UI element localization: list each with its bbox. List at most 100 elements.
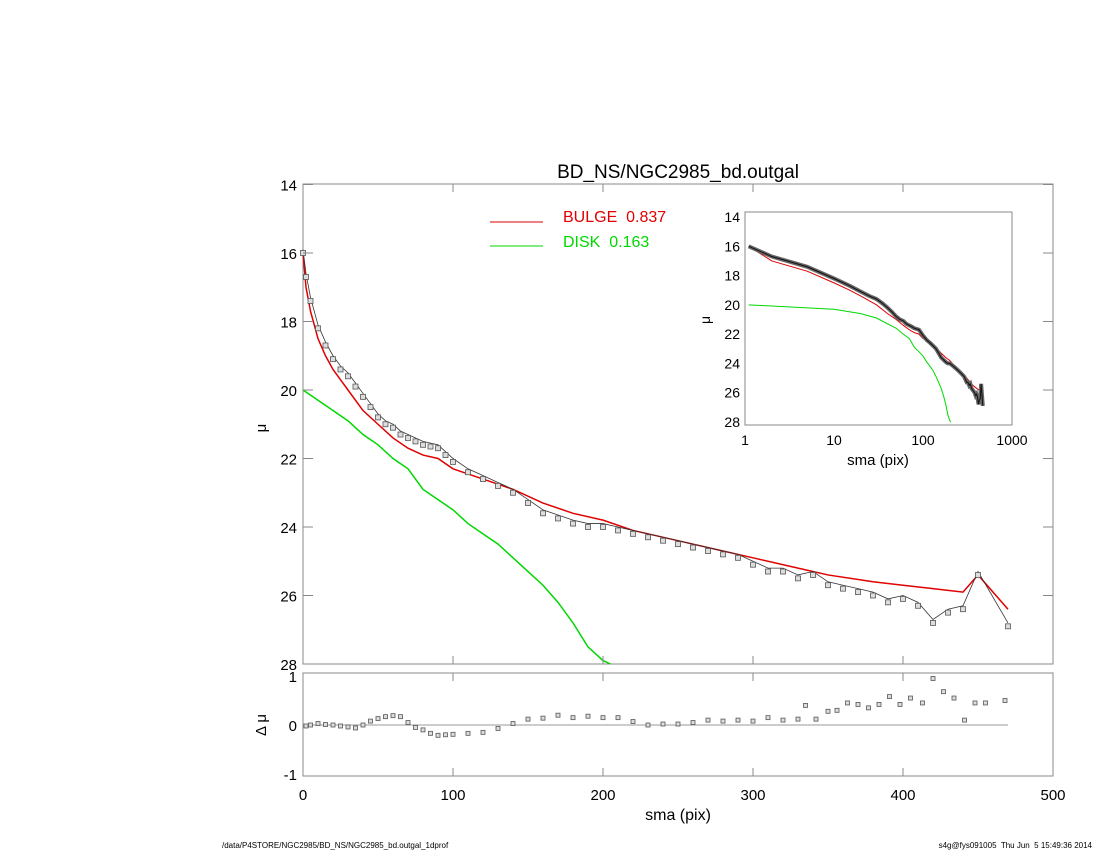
- observed-point: [675, 541, 681, 548]
- residual-point: [540, 715, 546, 721]
- inset-y-tick-label: 28: [724, 414, 740, 430]
- residual-point: [920, 700, 925, 706]
- observed-point: [720, 551, 726, 558]
- observed-point: [870, 592, 876, 599]
- residual-point: [368, 718, 373, 724]
- residual-point: [795, 716, 801, 722]
- observed-point: [345, 373, 351, 380]
- main-panel-frame: [302, 183, 1054, 665]
- observed-point: [352, 383, 359, 390]
- observed-point: [915, 602, 921, 609]
- residual-point: [690, 720, 696, 725]
- observed-point: [303, 274, 309, 280]
- observed-point: [435, 445, 441, 452]
- residual-point: [420, 727, 426, 733]
- residual-point: [813, 716, 819, 722]
- model-total-line: [302, 249, 1009, 624]
- residual-point: [735, 717, 741, 723]
- observed-point: [795, 575, 801, 582]
- residual-point: [983, 700, 988, 706]
- footer-stamp: s4g@fys091005 Thu Jun 5 15:49:36 2014: [938, 841, 1092, 850]
- residual-point: [338, 723, 343, 729]
- residual-point: [323, 722, 328, 727]
- main-y-label: μ: [253, 424, 270, 433]
- residual-point: [897, 702, 903, 707]
- residual-point: [845, 700, 850, 706]
- residual-point: [570, 715, 576, 721]
- inset-x-label: sma (pix): [847, 452, 909, 469]
- y-tick-label: 14: [280, 178, 297, 195]
- observed-point: [615, 527, 621, 534]
- observed-point: [585, 524, 591, 530]
- y-tick-label: 22: [280, 452, 297, 469]
- residual-point: [720, 718, 726, 724]
- residual-point: [435, 732, 441, 738]
- residual-point: [750, 718, 756, 724]
- observed-point: [360, 393, 366, 400]
- residual-point: [660, 721, 666, 727]
- observed-point: [465, 469, 471, 476]
- observed-point: [540, 510, 546, 517]
- residual-point: [330, 722, 336, 728]
- chart-title: BD_NS/NGC2985_bd.outgal: [557, 162, 799, 183]
- residual-point: [780, 717, 786, 723]
- y-tick-label: 18: [280, 315, 297, 332]
- observed-point: [450, 459, 456, 465]
- residual-point: [972, 700, 978, 706]
- inset-y-tick-label: 24: [724, 355, 740, 371]
- observed-point: [645, 534, 651, 541]
- inset-model-line: [748, 245, 984, 406]
- residual-point: [908, 695, 913, 701]
- observed-point: [555, 515, 561, 522]
- observed-point: [945, 609, 951, 616]
- observed-point: [975, 572, 981, 578]
- observed-point: [630, 530, 636, 537]
- residual-point: [803, 703, 808, 708]
- observed-point: [930, 620, 936, 626]
- inset-x-tick-label: 100: [911, 432, 935, 448]
- residual-point: [555, 712, 561, 718]
- observed-point: [600, 524, 606, 530]
- observed-point: [427, 443, 434, 450]
- residual-point: [630, 719, 636, 724]
- residual-point: [308, 722, 313, 728]
- observed-point: [960, 606, 966, 613]
- inset-y-tick-label: 26: [724, 385, 740, 401]
- residual-point: [1002, 698, 1008, 703]
- x-tick-label: 0: [299, 787, 307, 804]
- residual-point: [855, 702, 861, 707]
- x-tick-label: 100: [440, 787, 465, 804]
- residual-point: [428, 730, 433, 736]
- residual-point: [450, 731, 456, 737]
- y-tick-label: 20: [280, 383, 297, 400]
- x-tick-label: 500: [1040, 787, 1065, 804]
- observed-point: [885, 599, 891, 606]
- residual-point: [345, 724, 351, 730]
- residual-y-tick-label: -1: [284, 767, 297, 784]
- y-tick-label: 26: [280, 589, 297, 606]
- observed-point: [405, 435, 411, 441]
- y-tick-label: 24: [280, 520, 297, 537]
- residual-point: [675, 721, 681, 727]
- residual-point: [887, 694, 892, 699]
- observed-point: [525, 500, 531, 506]
- residual-point: [834, 707, 840, 713]
- observed-point: [690, 544, 696, 551]
- observed-point: [382, 421, 389, 428]
- observed-point: [495, 482, 501, 489]
- observed-point: [480, 476, 486, 482]
- observed-point: [750, 561, 756, 568]
- inset-x-tick-label: 1: [741, 432, 749, 448]
- observed-point: [855, 589, 861, 595]
- observed-point: [900, 596, 906, 602]
- y-tick-label: 28: [280, 657, 297, 674]
- residual-point: [951, 695, 957, 701]
- residual-y-tick-label: 0: [289, 718, 297, 735]
- inset-y-tick-label: 20: [724, 297, 740, 313]
- observed-point: [397, 431, 404, 438]
- inset-x-tick-label: 10: [826, 432, 842, 448]
- observed-point: [390, 424, 396, 431]
- inset-frame: [744, 211, 1013, 426]
- inset-y-tick-label: 22: [724, 326, 740, 342]
